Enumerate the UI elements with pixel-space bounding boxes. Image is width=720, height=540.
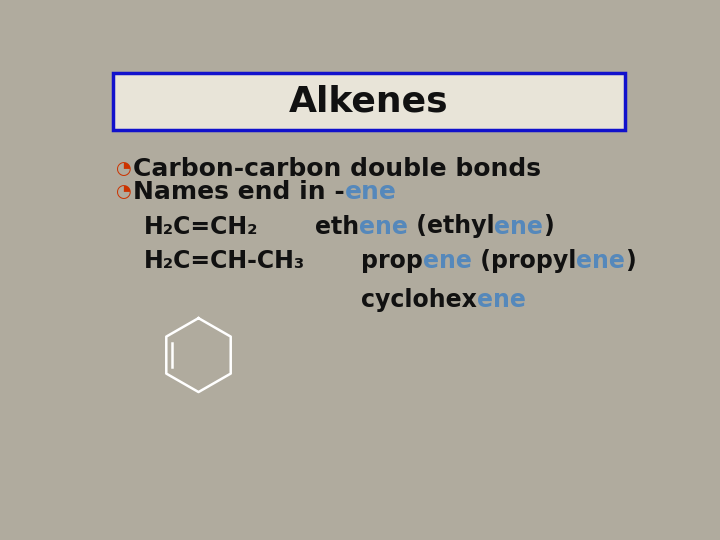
Text: (ethyl: (ethyl bbox=[408, 214, 495, 239]
Text: ◔: ◔ bbox=[114, 160, 130, 178]
Text: H₂C=CH₂: H₂C=CH₂ bbox=[144, 214, 258, 239]
Text: prop: prop bbox=[361, 249, 423, 273]
Text: Carbon-carbon double bonds: Carbon-carbon double bonds bbox=[132, 157, 541, 181]
Text: ◔: ◔ bbox=[114, 183, 130, 201]
Text: ): ) bbox=[544, 214, 554, 239]
Text: ene: ene bbox=[423, 249, 472, 273]
Text: cyclohex: cyclohex bbox=[361, 288, 477, 312]
Text: ene: ene bbox=[344, 180, 396, 204]
Text: ene: ene bbox=[495, 214, 544, 239]
Text: Names end in -: Names end in - bbox=[132, 180, 344, 204]
Text: ene: ene bbox=[577, 249, 625, 273]
Text: Alkenes: Alkenes bbox=[289, 85, 449, 119]
Text: ene: ene bbox=[359, 214, 408, 239]
Text: ene: ene bbox=[477, 288, 526, 312]
Text: H₂C=CH-CH₃: H₂C=CH-CH₃ bbox=[144, 249, 305, 273]
Text: ): ) bbox=[625, 249, 636, 273]
FancyBboxPatch shape bbox=[113, 72, 625, 130]
Text: (propyl: (propyl bbox=[472, 249, 577, 273]
Text: eth: eth bbox=[315, 214, 359, 239]
